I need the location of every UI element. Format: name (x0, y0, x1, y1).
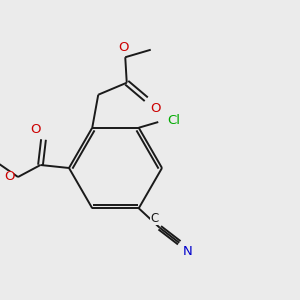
Text: N: N (183, 245, 193, 258)
Text: C: C (150, 212, 158, 225)
Text: O: O (4, 170, 14, 184)
Text: O: O (150, 102, 161, 115)
Text: O: O (118, 40, 129, 54)
Text: O: O (31, 123, 41, 136)
Text: Cl: Cl (167, 114, 180, 127)
